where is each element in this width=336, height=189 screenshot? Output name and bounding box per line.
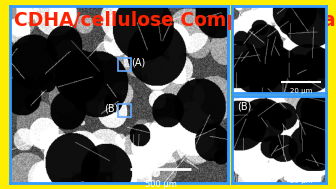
Text: (B): (B) (104, 104, 118, 114)
Text: (B): (B) (237, 102, 251, 112)
Text: CDHA/cellulose Composite Scaffold: CDHA/cellulose Composite Scaffold (14, 11, 336, 30)
Text: 20 μm: 20 μm (290, 178, 312, 184)
Text: (A): (A) (237, 12, 251, 22)
Text: 20 μm: 20 μm (290, 88, 312, 94)
Text: (A): (A) (131, 57, 145, 67)
Bar (118, 58, 131, 70)
Text: 500 μm: 500 μm (144, 180, 176, 189)
Bar (118, 104, 131, 117)
